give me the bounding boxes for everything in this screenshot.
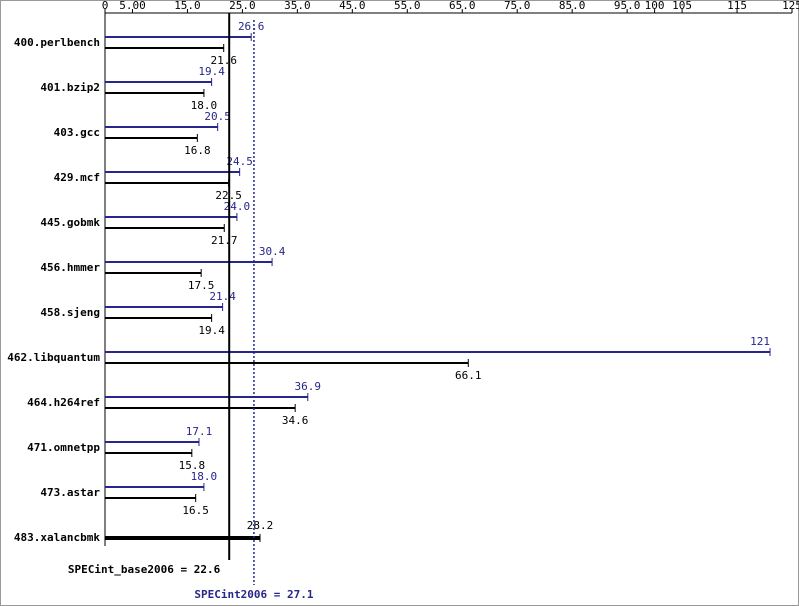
category-label: 471.omnetpp — [27, 441, 100, 454]
value-label: 18.0 — [191, 470, 218, 483]
value-label: 18.0 — [191, 99, 218, 112]
value-label: 21.6 — [210, 54, 237, 67]
x-tick-label: 15.0 — [174, 0, 201, 12]
x-tick-label: 100 — [645, 0, 665, 12]
category-label: 473.astar — [40, 486, 100, 499]
x-tick-label: 95.0 — [614, 0, 641, 12]
x-tick-label: 65.0 — [449, 0, 476, 12]
category-label: 429.mcf — [54, 171, 100, 184]
value-label: 30.4 — [259, 245, 286, 258]
category-label: 445.gobmk — [40, 216, 100, 229]
value-label: 17.1 — [186, 425, 213, 438]
value-label: 36.9 — [295, 380, 322, 393]
reference-label: SPECint_base2006 = 22.6 — [68, 563, 221, 576]
x-tick-label: 45.0 — [339, 0, 366, 12]
reference-label: SPECint2006 = 27.1 — [194, 588, 314, 601]
value-label: 16.8 — [184, 144, 211, 157]
category-label: 401.bzip2 — [40, 81, 100, 94]
value-label: 19.4 — [198, 65, 225, 78]
x-tick-label: 85.0 — [559, 0, 586, 12]
x-tick-label: 75.0 — [504, 0, 531, 12]
category-label: 403.gcc — [54, 126, 100, 139]
value-label: 21.4 — [209, 290, 236, 303]
category-label: 464.h264ref — [27, 396, 100, 409]
value-label: 16.5 — [182, 504, 209, 517]
category-label: 400.perlbench — [14, 36, 100, 49]
x-tick-label: 5.00 — [119, 0, 146, 12]
x-tick-label: 0 — [102, 0, 109, 12]
value-label: 121 — [750, 335, 770, 348]
x-tick-label: 125 — [782, 0, 799, 12]
value-label: 28.2 — [247, 519, 274, 532]
x-tick-label: 35.0 — [284, 0, 311, 12]
value-label: 17.5 — [188, 279, 215, 292]
value-label: 24.0 — [224, 200, 251, 213]
category-label: 458.sjeng — [40, 306, 100, 319]
value-label: 24.5 — [226, 155, 253, 168]
x-tick-label: 25.0 — [229, 0, 256, 12]
value-label: 66.1 — [455, 369, 482, 382]
value-label: 26.6 — [238, 20, 265, 33]
value-label: 19.4 — [198, 324, 225, 337]
category-label: 462.libquantum — [7, 351, 100, 364]
x-tick-label: 105 — [672, 0, 692, 12]
value-label: 34.6 — [282, 414, 309, 427]
x-tick-label: 115 — [727, 0, 747, 12]
x-tick-label: 55.0 — [394, 0, 421, 12]
value-label: 15.8 — [179, 459, 206, 472]
value-label: 21.7 — [211, 234, 238, 247]
category-label: 456.hmmer — [40, 261, 100, 274]
category-label: 483.xalancbmk — [14, 531, 100, 544]
value-label: 20.5 — [204, 110, 231, 123]
